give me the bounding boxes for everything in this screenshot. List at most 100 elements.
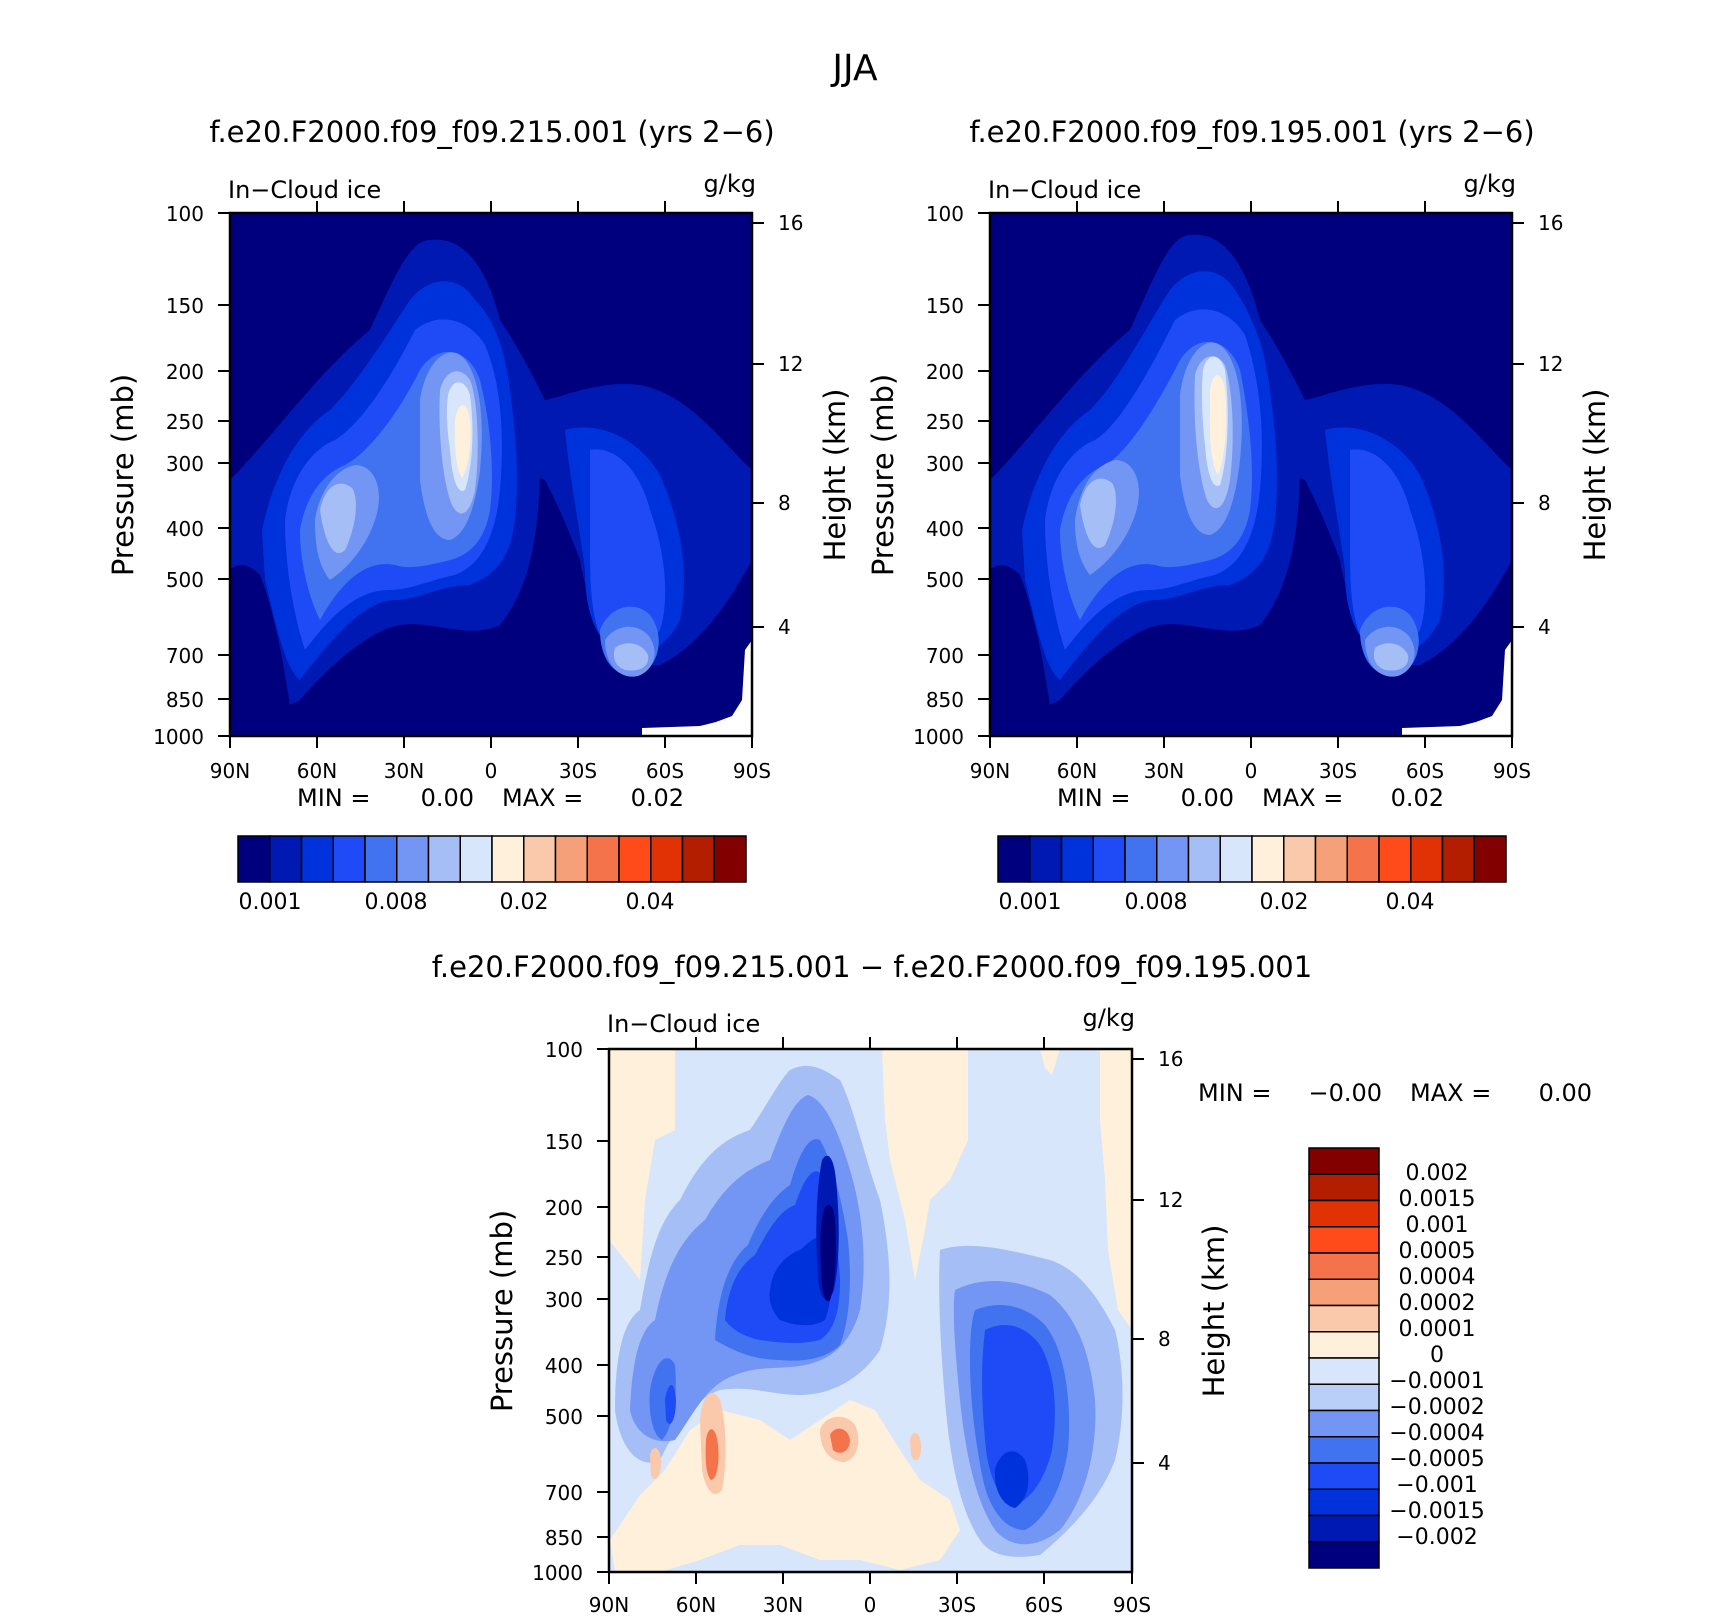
positive-region (882, 1049, 968, 1280)
panel-title: f.e20.F2000.f09_f09.215.001 (yrs 2−6) (209, 115, 774, 149)
pressure-tick-label: 1000 (153, 725, 204, 749)
lat-tick-label: 30S (1319, 759, 1357, 783)
lat-tick-label: 90S (1493, 759, 1531, 783)
lat-tick-label: 60S (1406, 759, 1444, 783)
colorbar-swatch (586, 835, 620, 883)
colorbar-label: 0.001 (999, 890, 1062, 915)
height-tick-label: 12 (1538, 352, 1563, 376)
colorbar-swatch (554, 835, 588, 883)
positive-region (650, 1392, 922, 1494)
colorbar-swatch (237, 835, 271, 883)
colorbar-swatch (1308, 1383, 1380, 1412)
colorbar-swatch (1308, 1304, 1380, 1333)
y-axis-label: Pressure (mb) (866, 374, 900, 576)
lat-tick-label: 30N (1144, 759, 1184, 783)
colorbar-swatch (1308, 1226, 1380, 1254)
colorbar-swatch (681, 835, 715, 883)
height-tick-label: 16 (1158, 1047, 1183, 1071)
pressure-axis (978, 212, 990, 737)
colorbar-swatch (1308, 1173, 1380, 1202)
colorbar-swatch (364, 835, 398, 883)
colorbar-label: 0.0004 (1399, 1265, 1476, 1290)
pressure-tick-label: 850 (545, 1526, 583, 1550)
min-label: MIN = (297, 784, 370, 812)
contour-plot (609, 1049, 1132, 1572)
negative-region (665, 1171, 1055, 1505)
lat-axis (608, 1037, 1133, 1584)
contour-level-5 (315, 352, 655, 677)
colorbar-label: 0 (1430, 1343, 1444, 1368)
colorbar-swatch (1410, 835, 1444, 883)
height-tick-label: 4 (1158, 1451, 1171, 1475)
colorbar-label: 0.0002 (1399, 1291, 1476, 1316)
colorbar-swatch (1441, 835, 1475, 883)
lat-tick-label: 30S (559, 759, 597, 783)
colorbar-swatch (1124, 835, 1158, 883)
pressure-tick-label: 850 (166, 688, 204, 712)
pressure-tick-label: 500 (166, 568, 204, 592)
pressure-tick-label: 150 (926, 294, 964, 318)
positive-region (609, 1049, 675, 1280)
colorbar-swatch (1156, 835, 1190, 883)
pressure-tick-label: 200 (166, 360, 204, 384)
panel-title: f.e20.F2000.f09_f09.215.001 − f.e20.F200… (432, 950, 1312, 984)
height-tick-label: 8 (1158, 1327, 1171, 1351)
colorbar-label: 0.008 (365, 890, 428, 915)
panel-right: f.e20.F2000.f09_f09.195.001 (yrs 2−6) In… (866, 115, 1612, 915)
lat-tick-label: 60S (1025, 1593, 1063, 1616)
contour-plot (990, 213, 1512, 736)
units-label: g/kg (1083, 1004, 1135, 1032)
colorbar-label: 0.0005 (1399, 1239, 1476, 1264)
colorbar-swatch (1308, 1514, 1380, 1543)
units-label: g/kg (704, 170, 756, 198)
contour-level-4 (1060, 341, 1419, 676)
contour-plot (230, 213, 752, 736)
pressure-tick-label: 200 (545, 1196, 583, 1220)
colorbar-label: 0.02 (500, 890, 549, 915)
pressure-tick-label: 300 (926, 452, 964, 476)
colorbar-label: 0.02 (1260, 890, 1309, 915)
colorbar-swatch (1308, 1462, 1380, 1490)
contour-level-8 (1209, 375, 1227, 475)
pressure-tick-label: 400 (545, 1354, 583, 1378)
positive-region (705, 1428, 850, 1480)
colorbar-swatch (1473, 835, 1507, 883)
min-value: −0.00 (1308, 1079, 1382, 1107)
pressure-tick-label: 150 (545, 1130, 583, 1154)
colorbar-swatch (1308, 1357, 1380, 1385)
lat-axis (989, 201, 1513, 748)
lat-tick-label: 60N (297, 759, 337, 783)
colorbar-swatch (396, 835, 430, 883)
colorbar-label: −0.0004 (1389, 1421, 1484, 1446)
contour-mask (642, 640, 752, 736)
colorbar-label: 0.04 (626, 890, 675, 915)
colorbar-swatch (618, 835, 652, 883)
pressure-tick-label: 1000 (913, 725, 964, 749)
lat-axis (229, 201, 753, 748)
lat-tick-label: 30N (384, 759, 424, 783)
colorbar-swatch (1308, 1541, 1380, 1569)
colorbar-label: −0.002 (1396, 1525, 1477, 1550)
colorbar-label: 0.001 (239, 890, 302, 915)
pressure-tick-label: 400 (166, 517, 204, 541)
y-axis-label: Pressure (mb) (106, 374, 140, 576)
pressure-tick-label: 250 (926, 410, 964, 434)
y2-axis-label: Height (km) (1197, 1225, 1231, 1398)
variable-label: In−Cloud ice (228, 176, 381, 204)
pressure-tick-label: 100 (926, 202, 964, 226)
pressure-tick-label: 700 (166, 644, 204, 668)
lat-tick-label: 30S (938, 1593, 976, 1616)
height-tick-label: 16 (778, 211, 803, 235)
colorbar-swatch (1314, 835, 1348, 883)
lat-tick-label: 30N (763, 1593, 803, 1616)
colorbar-swatch (713, 835, 747, 883)
height-tick-label: 12 (778, 352, 803, 376)
variable-label: In−Cloud ice (607, 1010, 760, 1038)
pressure-tick-label: 700 (926, 644, 964, 668)
max-label: MAX = (1410, 1079, 1491, 1107)
pressure-tick-label: 1000 (532, 1561, 583, 1585)
max-value: 0.02 (1391, 784, 1444, 812)
height-axis (1512, 222, 1524, 628)
units-label: g/kg (1464, 170, 1516, 198)
colorbar (237, 835, 747, 883)
